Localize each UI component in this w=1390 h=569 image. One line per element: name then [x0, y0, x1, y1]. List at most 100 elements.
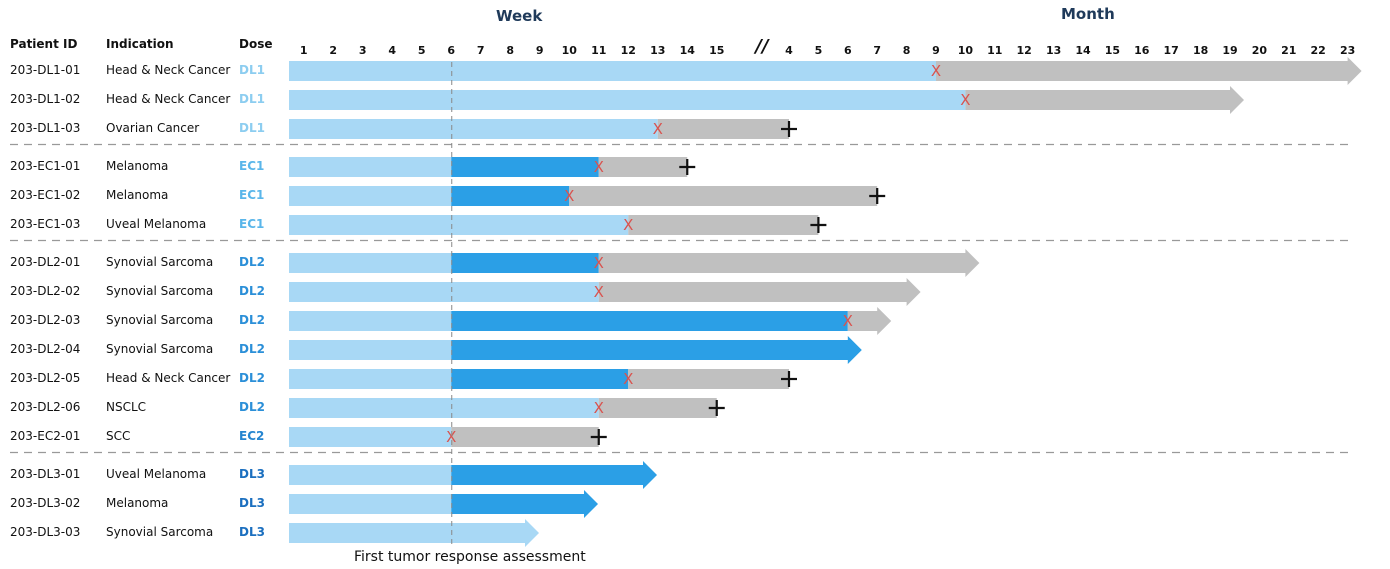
dose-label: DL3 [239, 525, 265, 539]
progression-marker: X [594, 158, 604, 176]
progression-marker: X [960, 91, 970, 109]
patient-id: 203-DL2-04 [10, 342, 81, 356]
bar-segment [289, 398, 599, 418]
bar-segment [289, 311, 452, 331]
dose-label: EC2 [239, 429, 265, 443]
indication: Melanoma [106, 159, 169, 173]
bar-segment [289, 494, 452, 514]
month-tick-label: 9 [932, 44, 940, 57]
patient-id: 203-DL2-06 [10, 400, 81, 414]
dose-label: DL3 [239, 496, 265, 510]
indication: Melanoma [106, 496, 169, 510]
month-tick-label: 18 [1192, 44, 1209, 57]
patient-id: 203-EC2-01 [10, 429, 81, 443]
dose-label: DL1 [239, 121, 265, 135]
week-tick-label: 4 [388, 44, 397, 57]
bar-segment-arrow [451, 461, 657, 489]
header-patient-id: Patient ID [10, 37, 78, 51]
indication: Ovarian Cancer [106, 121, 200, 135]
bar-segment [289, 369, 452, 389]
patient-id: 203-DL1-02 [10, 92, 81, 106]
month-tick-label: 14 [1075, 44, 1091, 57]
week-tick-label: 11 [591, 44, 607, 57]
progression-marker: X [446, 428, 456, 446]
header-dose: Dose [239, 37, 273, 51]
bar-segment [657, 119, 789, 139]
dose-label: EC1 [239, 159, 265, 173]
week-tick-label: 10 [561, 44, 577, 57]
bar-segment [289, 340, 452, 360]
bar-segment-arrow [936, 57, 1362, 85]
bar-segment [451, 369, 629, 389]
dose-label: DL2 [239, 371, 265, 385]
week-tick-label: 13 [650, 44, 666, 57]
month-tick-label: 8 [902, 44, 911, 57]
indication: Melanoma [106, 188, 169, 202]
bar-segment [451, 186, 570, 206]
indication: NSCLC [106, 400, 147, 414]
month-tick-label: 23 [1339, 44, 1356, 57]
month-tick-label: 10 [957, 44, 974, 57]
dose-label: DL2 [239, 342, 265, 356]
bar-segment [628, 369, 789, 389]
bar-segment [289, 427, 452, 447]
indication: Synovial Sarcoma [106, 313, 214, 327]
bar-segment-arrow [289, 519, 539, 547]
progression-marker: X [653, 120, 663, 138]
bar-segment-arrow [451, 336, 862, 364]
dose-label: DL2 [239, 400, 265, 414]
week-tick-label: 2 [329, 44, 338, 57]
progression-marker: X [564, 187, 574, 205]
patient-id: 203-DL2-03 [10, 313, 81, 327]
bar-segment [289, 186, 452, 206]
indication: Synovial Sarcoma [106, 342, 214, 356]
bar-segment-arrow [847, 307, 892, 335]
bar-segment-arrow [598, 249, 980, 277]
bar-segment [289, 119, 658, 139]
indication: Head & Neck Cancer [106, 92, 231, 106]
month-tick-label: 5 [814, 44, 823, 57]
bar-segment-arrow [965, 86, 1244, 114]
dose-label: DL1 [239, 63, 265, 77]
patient-id: 203-DL2-01 [10, 255, 81, 269]
progression-marker: X [843, 312, 853, 330]
week-tick-label: 3 [358, 44, 367, 57]
week-period-label: Week [496, 7, 543, 25]
dose-label: DL3 [239, 467, 265, 481]
indication: Uveal Melanoma [106, 467, 207, 481]
indication: SCC [106, 429, 131, 443]
month-tick-label: 15 [1104, 44, 1121, 57]
bar-segment [289, 61, 936, 81]
dose-label: DL1 [239, 92, 265, 106]
indication: Head & Neck Cancer [106, 63, 231, 77]
indication: Synovial Sarcoma [106, 284, 214, 298]
bar-segment-arrow [451, 490, 598, 518]
indication: Synovial Sarcoma [106, 525, 214, 539]
week-tick-label: 7 [476, 44, 485, 57]
patient-id: 203-DL3-01 [10, 467, 81, 481]
progression-marker: X [931, 62, 941, 80]
bar-segment [451, 253, 599, 273]
patient-id: 203-DL3-02 [10, 496, 81, 510]
month-tick-label: 21 [1281, 44, 1297, 57]
week-tick-label: 9 [535, 44, 544, 57]
patient-id: 203-DL1-01 [10, 63, 81, 77]
patient-id: 203-DL1-03 [10, 121, 81, 135]
indication: Synovial Sarcoma [106, 255, 214, 269]
week-tick-label: 12 [620, 44, 636, 57]
axis-break-mark: // [755, 36, 769, 57]
patient-id: 203-EC1-01 [10, 159, 81, 173]
month-tick-label: 6 [843, 44, 852, 57]
indication: Uveal Melanoma [106, 217, 207, 231]
bar-segment [569, 186, 878, 206]
month-tick-label: 11 [987, 44, 1003, 57]
month-tick-label: 19 [1222, 44, 1238, 57]
dose-label: EC1 [239, 217, 265, 231]
header-indication: Indication [106, 37, 174, 51]
progression-marker: X [623, 370, 633, 388]
bar-segment [628, 215, 819, 235]
week-tick-label: 15 [709, 44, 725, 57]
month-tick-label: 22 [1310, 44, 1326, 57]
